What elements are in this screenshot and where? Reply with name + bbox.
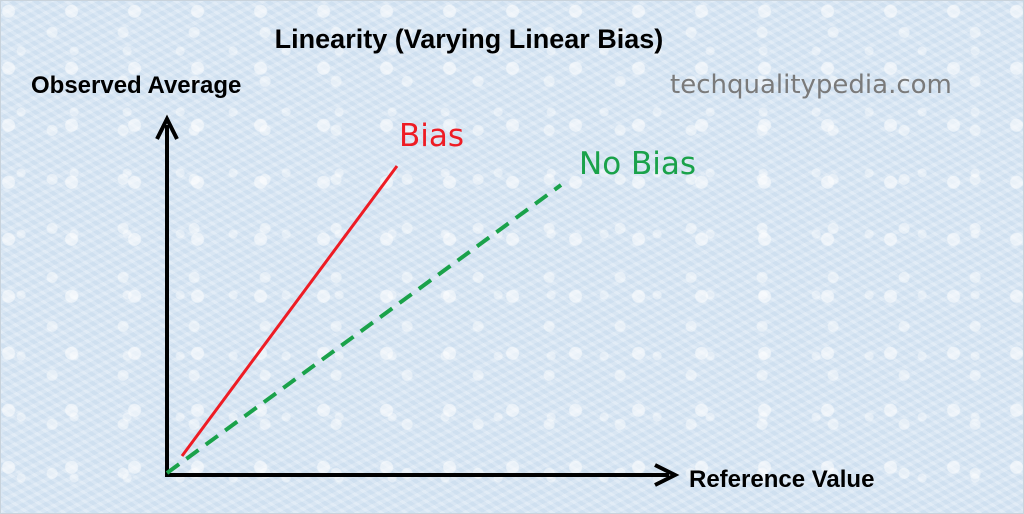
y-axis-label: Observed Average	[31, 72, 241, 99]
watermark-text: techqualitypedia.com	[670, 70, 952, 100]
no-bias-line	[165, 183, 563, 475]
no-bias-label: No Bias	[579, 146, 696, 182]
y-axis-arrow-icon	[155, 114, 179, 140]
x-axis-label: Reference Value	[689, 466, 874, 493]
bias-line	[180, 165, 399, 457]
bias-label: Bias	[399, 118, 464, 154]
diagram-title: Linearity (Varying Linear Bias)	[275, 24, 664, 54]
x-axis-arrow-icon	[654, 463, 680, 487]
